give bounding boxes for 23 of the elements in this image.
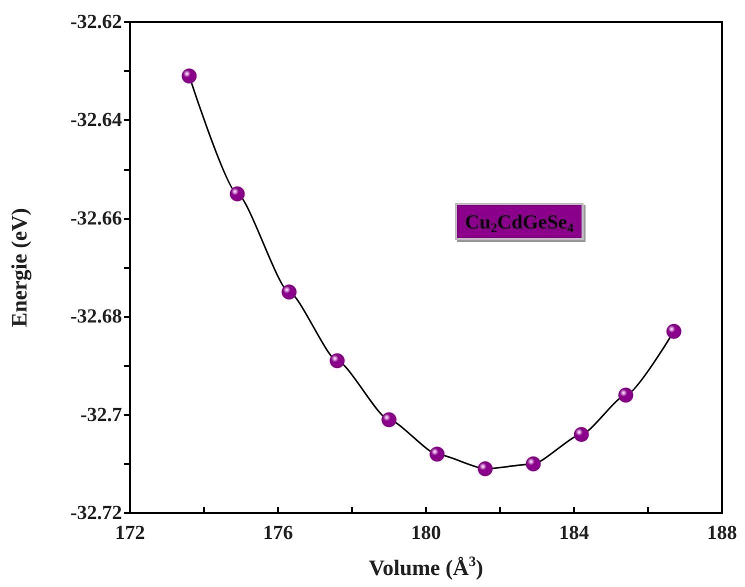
point: [182, 68, 197, 84]
x-tick-label: 172: [115, 522, 145, 544]
point: [478, 461, 493, 476]
x-tick-label: 188: [707, 522, 737, 544]
y-axis-title: Energie (eV): [6, 208, 32, 328]
x-tick-label: 180: [411, 522, 441, 544]
y-tick-label: -32.66: [70, 207, 122, 230]
point: [574, 426, 589, 442]
point: [430, 446, 445, 462]
point: [330, 353, 345, 368]
y-tick-label: -32.64: [70, 109, 122, 132]
x-tick-label: 176: [263, 522, 293, 544]
point: [526, 456, 541, 472]
point: [282, 284, 297, 300]
point: [230, 186, 245, 202]
y-tick-label: -32.62: [70, 11, 122, 33]
point: [382, 412, 396, 428]
y-tick-label: -32.68: [70, 306, 122, 328]
x-tick-label: 184: [559, 522, 589, 544]
y-tick-label: -32.72: [70, 502, 122, 524]
y-tick-label: -32.7: [80, 404, 122, 426]
point: [666, 324, 682, 339]
point: [618, 388, 634, 403]
